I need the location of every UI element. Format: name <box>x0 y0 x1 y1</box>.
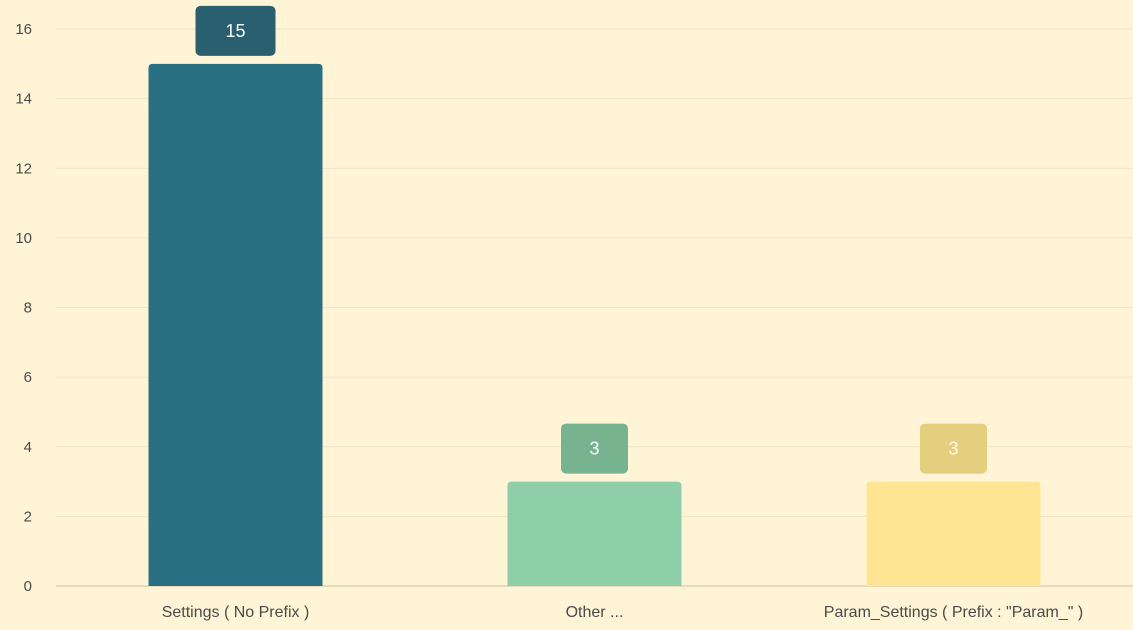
data-labels: 153 3 <box>195 5 987 474</box>
bar-1[interactable] <box>148 63 323 586</box>
data-label-box <box>920 423 987 474</box>
x-tick-label: Other ... <box>566 604 624 621</box>
data-label-box <box>195 5 276 56</box>
bar-3[interactable] <box>866 481 1041 586</box>
y-tick-label: 4 <box>24 439 32 456</box>
x-tick-label: Settings ( No Prefix ) <box>162 604 310 621</box>
y-tick-label: 10 <box>15 230 32 247</box>
y-tick-label: 12 <box>15 160 32 177</box>
y-tick-label: 0 <box>24 578 32 595</box>
x-tick-label: Param_Settings ( Prefix : "Param_" ) <box>824 604 1083 621</box>
data-label: 3 <box>589 439 599 459</box>
y-tick-label: 16 <box>15 21 32 38</box>
y-tick-label: 14 <box>15 91 32 108</box>
data-label: 3 <box>948 439 958 459</box>
bar-2[interactable] <box>507 481 682 586</box>
y-axis-ticks: 0 2 4 6 8 10 12 14 16 <box>15 21 32 595</box>
data-label-box <box>561 423 628 474</box>
y-tick-label: 6 <box>24 369 32 386</box>
x-axis-ticks: Settings ( No Prefix ) Other ... Param_Set… <box>162 604 1084 621</box>
data-label: 15 <box>225 21 245 41</box>
y-tick-label: 8 <box>24 300 32 317</box>
y-tick-label: 2 <box>24 508 32 525</box>
bars <box>148 63 1041 586</box>
